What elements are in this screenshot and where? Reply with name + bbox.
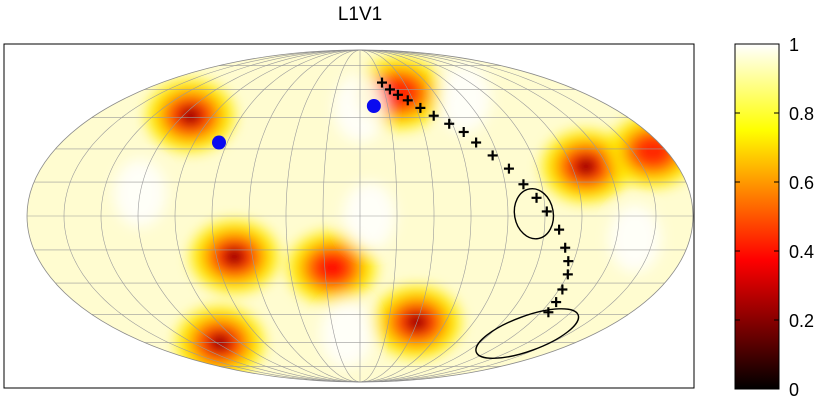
sky-outline <box>26 49 694 383</box>
cross-marker <box>541 206 552 217</box>
cross-marker <box>551 297 562 308</box>
heatmap-minimum <box>190 220 279 293</box>
colorbar-gradient <box>734 43 780 390</box>
colorbar: 0 0.2 0.4 0.6 0.8 1 <box>734 35 814 400</box>
cross-marker <box>402 95 413 106</box>
error-ellipse <box>475 308 580 359</box>
cross-marker <box>557 284 568 295</box>
blue-points <box>211 98 381 150</box>
colorbar-tick-label: 0.6 <box>789 173 814 193</box>
cross-marker <box>444 118 455 129</box>
cross-marker <box>562 269 573 280</box>
cross-marker <box>503 163 514 174</box>
cross-marker <box>428 110 439 121</box>
colorbar-tick-label: 0.2 <box>789 311 814 331</box>
cross-marker <box>543 307 554 318</box>
colorbar-tick-label: 0 <box>789 380 799 400</box>
heatmap-ring <box>390 85 410 101</box>
cross-marker <box>487 150 498 161</box>
cross-marker <box>392 89 403 100</box>
colorbar-ticks: 0 0.2 0.4 0.6 0.8 1 <box>735 35 814 400</box>
cross-marker <box>415 102 426 113</box>
error-ellipses <box>475 188 580 359</box>
chart-title: L1V1 <box>338 4 382 25</box>
heatmap-maximum <box>320 299 373 368</box>
colorbar-tick-label: 0.8 <box>789 104 814 124</box>
cross-track <box>377 77 574 318</box>
cross-marker <box>554 224 565 235</box>
heatmap-ring <box>322 260 342 276</box>
cross-marker <box>458 126 469 137</box>
blue-point <box>211 135 226 150</box>
sky-map <box>26 49 694 383</box>
heatmap-ring <box>180 107 200 124</box>
heatmap-maximum <box>608 204 661 273</box>
heatmap-ring <box>643 143 663 159</box>
heatmap-ring <box>224 248 244 265</box>
cross-marker <box>377 77 388 88</box>
cross-marker <box>518 179 529 190</box>
colorbar-tick-label: 1 <box>789 35 799 55</box>
cross-marker <box>560 242 571 253</box>
heatmap-minimum <box>146 79 235 152</box>
cross-marker <box>471 137 482 148</box>
error-ellipse <box>513 188 555 240</box>
blue-point <box>366 98 381 113</box>
graticule <box>27 49 693 383</box>
cross-marker <box>563 256 574 267</box>
cross-marker <box>531 192 542 203</box>
cross-marker <box>384 84 395 95</box>
colorbar-tick-label: 0.4 <box>789 242 814 262</box>
heatmap-minimum <box>542 130 630 203</box>
heatmap-ring <box>576 158 596 175</box>
